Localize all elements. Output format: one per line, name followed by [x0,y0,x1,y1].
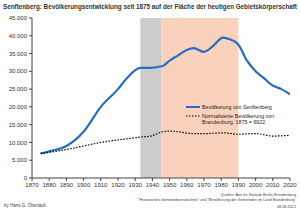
svg-text:15.000: 15.000 [9,122,28,128]
html-text:Normalisierte Bevölkerung von: Normalisierte Bevölkerung von Brandenbur… [202,112,275,125]
svg-text:2000: 2000 [249,182,263,188]
svg-text:1940: 1940 [146,182,160,188]
svg-text:25.000: 25.000 [9,86,28,92]
html-text:Bevölkerung von Senftenberg: Bevölkerung von Senftenberg [202,104,272,110]
svg-text:35.000: 35.000 [9,51,28,57]
svg-text:5.000: 5.000 [12,157,28,163]
svg-text:0: 0 [24,175,28,181]
svg-text:1950: 1950 [163,182,177,188]
html-text:"Historisches Gemeindeverzeich: "Historisches Gemeindeverzeichnis" und "… [138,197,296,202]
html-text:08.08.2021: 08.08.2021 [277,205,296,209]
svg-text:1960: 1960 [180,182,194,188]
svg-text:1980: 1980 [215,182,229,188]
svg-text:20.000: 20.000 [9,104,28,110]
svg-text:2010: 2010 [266,182,280,188]
svg-text:2020: 2020 [283,182,292,188]
svg-text:45.000: 45.000 [9,15,28,21]
svg-text:1910: 1910 [94,182,108,188]
svg-text:1990: 1990 [232,182,246,188]
svg-text:1900: 1900 [77,182,91,188]
html-text:by Hans G. Oberlack: by Hans G. Oberlack [4,203,46,208]
svg-text:30.000: 30.000 [9,68,28,74]
svg-text:1880: 1880 [43,182,57,188]
svg-text:1970: 1970 [197,182,211,188]
svg-text:1870: 1870 [25,182,39,188]
svg-text:1930: 1930 [129,182,143,188]
svg-text:40.000: 40.000 [9,33,28,39]
svg-text:1890: 1890 [60,182,74,188]
html-text:Senftenberg: Bevölkerungsentwi: Senftenberg: Bevölkerungsentwicklung sei… [3,3,297,10]
svg-text:10.000: 10.000 [9,140,28,146]
html-text:Quellen: Amt für Statistik Ber: Quellen: Amt für Statistik Berlin-Brande… [220,193,296,197]
svg-text:1920: 1920 [111,182,125,188]
